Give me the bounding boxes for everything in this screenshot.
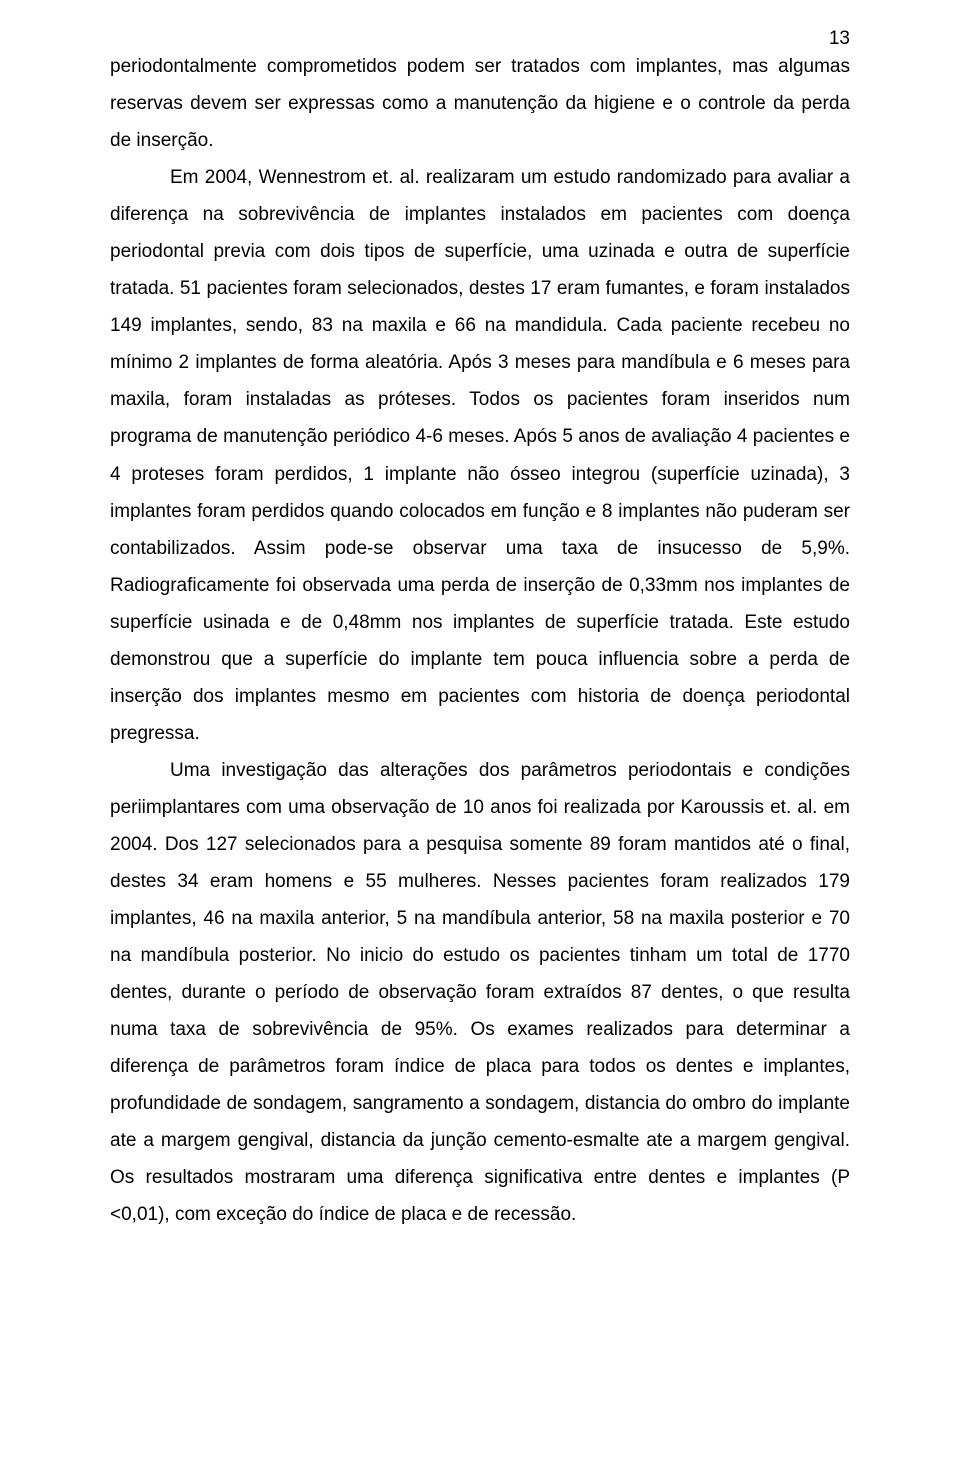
paragraph-2: Em 2004, Wennestrom et. al. realizaram u… [110,159,850,752]
page-number: 13 [829,28,850,50]
paragraph-3: Uma investigação das alterações dos parâ… [110,752,850,1234]
paragraph-1: periodontalmente comprometidos podem ser… [110,48,850,159]
document-page: 13 periodontalmente comprometidos podem … [0,0,960,1483]
